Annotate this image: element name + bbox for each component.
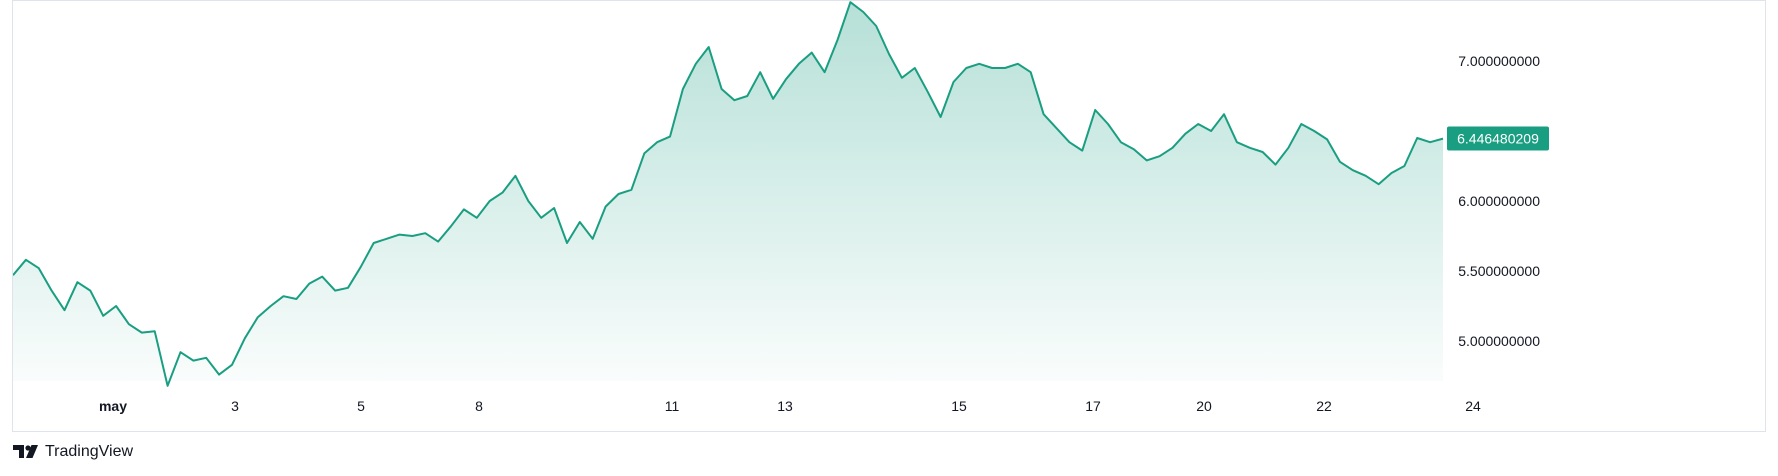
price-line — [13, 1, 1444, 387]
chart-panel[interactable]: 7.0000000006.5000000006.0000000005.50000… — [12, 0, 1766, 432]
y-tick-label: 5.000000000 — [1458, 333, 1540, 349]
price-area-fill — [13, 2, 1443, 386]
last-value-label: 6.446480209 — [1457, 131, 1539, 147]
y-tick-label: 6.000000000 — [1458, 193, 1540, 209]
x-tick-label: 3 — [231, 398, 239, 414]
tradingview-brand[interactable]: TradingView — [13, 443, 133, 461]
x-tick-label: 17 — [1085, 398, 1101, 414]
last-value-badge — [1447, 126, 1549, 151]
y-tick-label: 7.000000000 — [1458, 53, 1540, 69]
x-tick-label: 24 — [1465, 398, 1481, 414]
x-tick-label: 5 — [357, 398, 365, 414]
x-tick-label: 11 — [665, 398, 680, 414]
price-chart[interactable]: 7.0000000006.5000000006.0000000005.50000… — [13, 1, 1767, 433]
y-tick-label: 5.500000000 — [1458, 263, 1540, 279]
x-tick-label: 13 — [777, 398, 793, 414]
tradingview-logo-icon — [13, 445, 38, 458]
x-tick-label: 20 — [1196, 398, 1212, 414]
x-tick-label: 15 — [951, 398, 967, 414]
x-tick-label: 22 — [1316, 398, 1332, 414]
x-tick-label: may — [99, 398, 127, 414]
x-tick-label: 8 — [475, 398, 483, 414]
brand-name: TradingView — [45, 443, 134, 460]
